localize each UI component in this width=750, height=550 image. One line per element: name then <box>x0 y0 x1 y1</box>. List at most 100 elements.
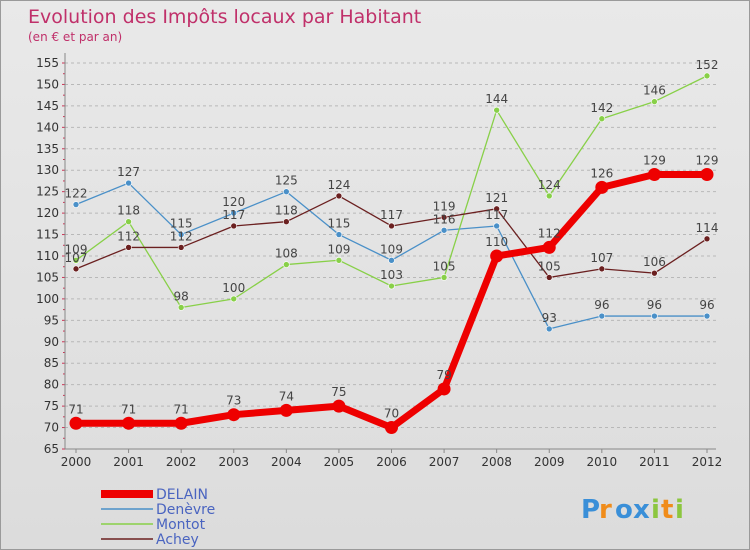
data-point <box>545 325 553 333</box>
data-label: 142 <box>590 101 613 115</box>
data-label: 98 <box>174 289 189 303</box>
x-tick-label: 2003 <box>218 455 249 469</box>
data-label: 107 <box>65 251 88 265</box>
data-point <box>227 408 241 422</box>
x-tick-label: 2007 <box>429 455 460 469</box>
y-tick-label: 150 <box>36 77 59 91</box>
data-label: 126 <box>590 166 613 180</box>
data-point <box>283 188 290 195</box>
data-label: 107 <box>590 251 613 265</box>
logo-letter: x <box>633 495 650 525</box>
data-label: 103 <box>380 268 403 282</box>
x-tick-label: 2008 <box>481 455 512 469</box>
x-tick-label: 2012 <box>692 455 723 469</box>
data-label: 119 <box>433 199 456 213</box>
data-label: 121 <box>485 191 508 205</box>
data-label: 71 <box>174 402 189 416</box>
data-label: 106 <box>643 255 666 269</box>
chart-title: Evolution des Impôts locaux par Habitant <box>28 6 421 28</box>
data-label: 70 <box>384 407 399 421</box>
data-label: 109 <box>327 242 350 256</box>
x-tick-label: 2005 <box>324 455 355 469</box>
y-tick-label: 140 <box>36 120 59 134</box>
data-point <box>388 222 395 230</box>
data-point <box>385 421 398 435</box>
data-label: 96 <box>594 298 609 312</box>
data-label: 129 <box>696 154 719 168</box>
data-label: 93 <box>542 311 557 325</box>
logo-letter: o <box>615 495 633 525</box>
data-label: 96 <box>647 298 662 312</box>
data-label: 112 <box>170 229 193 243</box>
logo-letter: t <box>661 495 673 525</box>
data-label: 73 <box>226 394 241 408</box>
data-point <box>72 265 80 273</box>
y-tick-label: 85 <box>44 356 59 370</box>
data-point <box>230 295 238 303</box>
data-label: 124 <box>327 178 350 192</box>
chart-subtitle: (en € et par an) <box>28 30 122 44</box>
data-label: 127 <box>117 165 140 179</box>
data-label: 118 <box>117 204 140 218</box>
y-tick-label: 65 <box>44 442 59 456</box>
data-point <box>703 312 711 320</box>
data-point <box>177 244 185 251</box>
y-tick-label: 70 <box>44 421 59 435</box>
data-point <box>545 274 553 281</box>
data-point <box>125 179 132 187</box>
legend-label: Montot <box>156 517 206 533</box>
y-tick-label: 95 <box>44 313 59 327</box>
data-point <box>595 180 609 194</box>
data-point <box>279 403 293 417</box>
data-point <box>332 399 346 413</box>
data-point <box>125 218 132 225</box>
data-label: 152 <box>696 58 719 72</box>
grid-lines <box>65 62 716 450</box>
data-label: 116 <box>433 212 456 226</box>
logo-letter: r <box>599 495 612 525</box>
data-point <box>703 235 711 243</box>
x-tick-label: 2006 <box>376 455 407 469</box>
data-point <box>703 72 711 80</box>
data-label: 146 <box>643 84 666 98</box>
data-label: 74 <box>279 389 294 403</box>
x-tick-label: 2002 <box>166 455 197 469</box>
data-point <box>122 416 136 430</box>
axes: 65 70 75 80 85 90 95 100 105 110 115 120 125 130 135 14… <box>36 53 722 469</box>
data-point <box>174 416 188 430</box>
data-point <box>647 168 661 182</box>
x-tick-label: 2000 <box>61 455 92 469</box>
data-label: 117 <box>380 208 403 222</box>
y-tick-label: 115 <box>36 228 59 242</box>
y-tick-label: 90 <box>44 335 59 349</box>
data-point <box>283 261 290 268</box>
data-point <box>700 168 714 182</box>
y-tick-label: 120 <box>36 206 59 220</box>
series-layer <box>69 72 714 435</box>
data-label: 71 <box>121 402 136 416</box>
data-label: 129 <box>643 154 666 168</box>
legend-label: DELAIN <box>156 487 208 503</box>
data-point <box>335 192 343 200</box>
data-labels: 122 127 115 120 125 115 109 116 117 93 96 96 96 109 11… <box>65 58 719 421</box>
data-point <box>335 231 343 238</box>
legend-label: Achey <box>156 532 199 548</box>
data-point <box>440 226 448 234</box>
data-point <box>283 218 290 225</box>
data-label: 96 <box>699 298 714 312</box>
data-point <box>388 256 395 264</box>
data-point <box>598 115 606 123</box>
data-label: 144 <box>485 92 508 106</box>
data-label: 115 <box>170 217 193 231</box>
proxiti-logo: Pr o x i t i <box>581 495 684 525</box>
data-label: 114 <box>696 221 719 235</box>
data-point <box>125 244 132 251</box>
data-point <box>230 209 238 217</box>
logo-letter: i <box>675 495 684 525</box>
data-label: 125 <box>275 174 298 188</box>
x-tick-label: 2004 <box>271 455 302 469</box>
data-point <box>493 106 500 114</box>
data-label: 115 <box>327 217 350 231</box>
